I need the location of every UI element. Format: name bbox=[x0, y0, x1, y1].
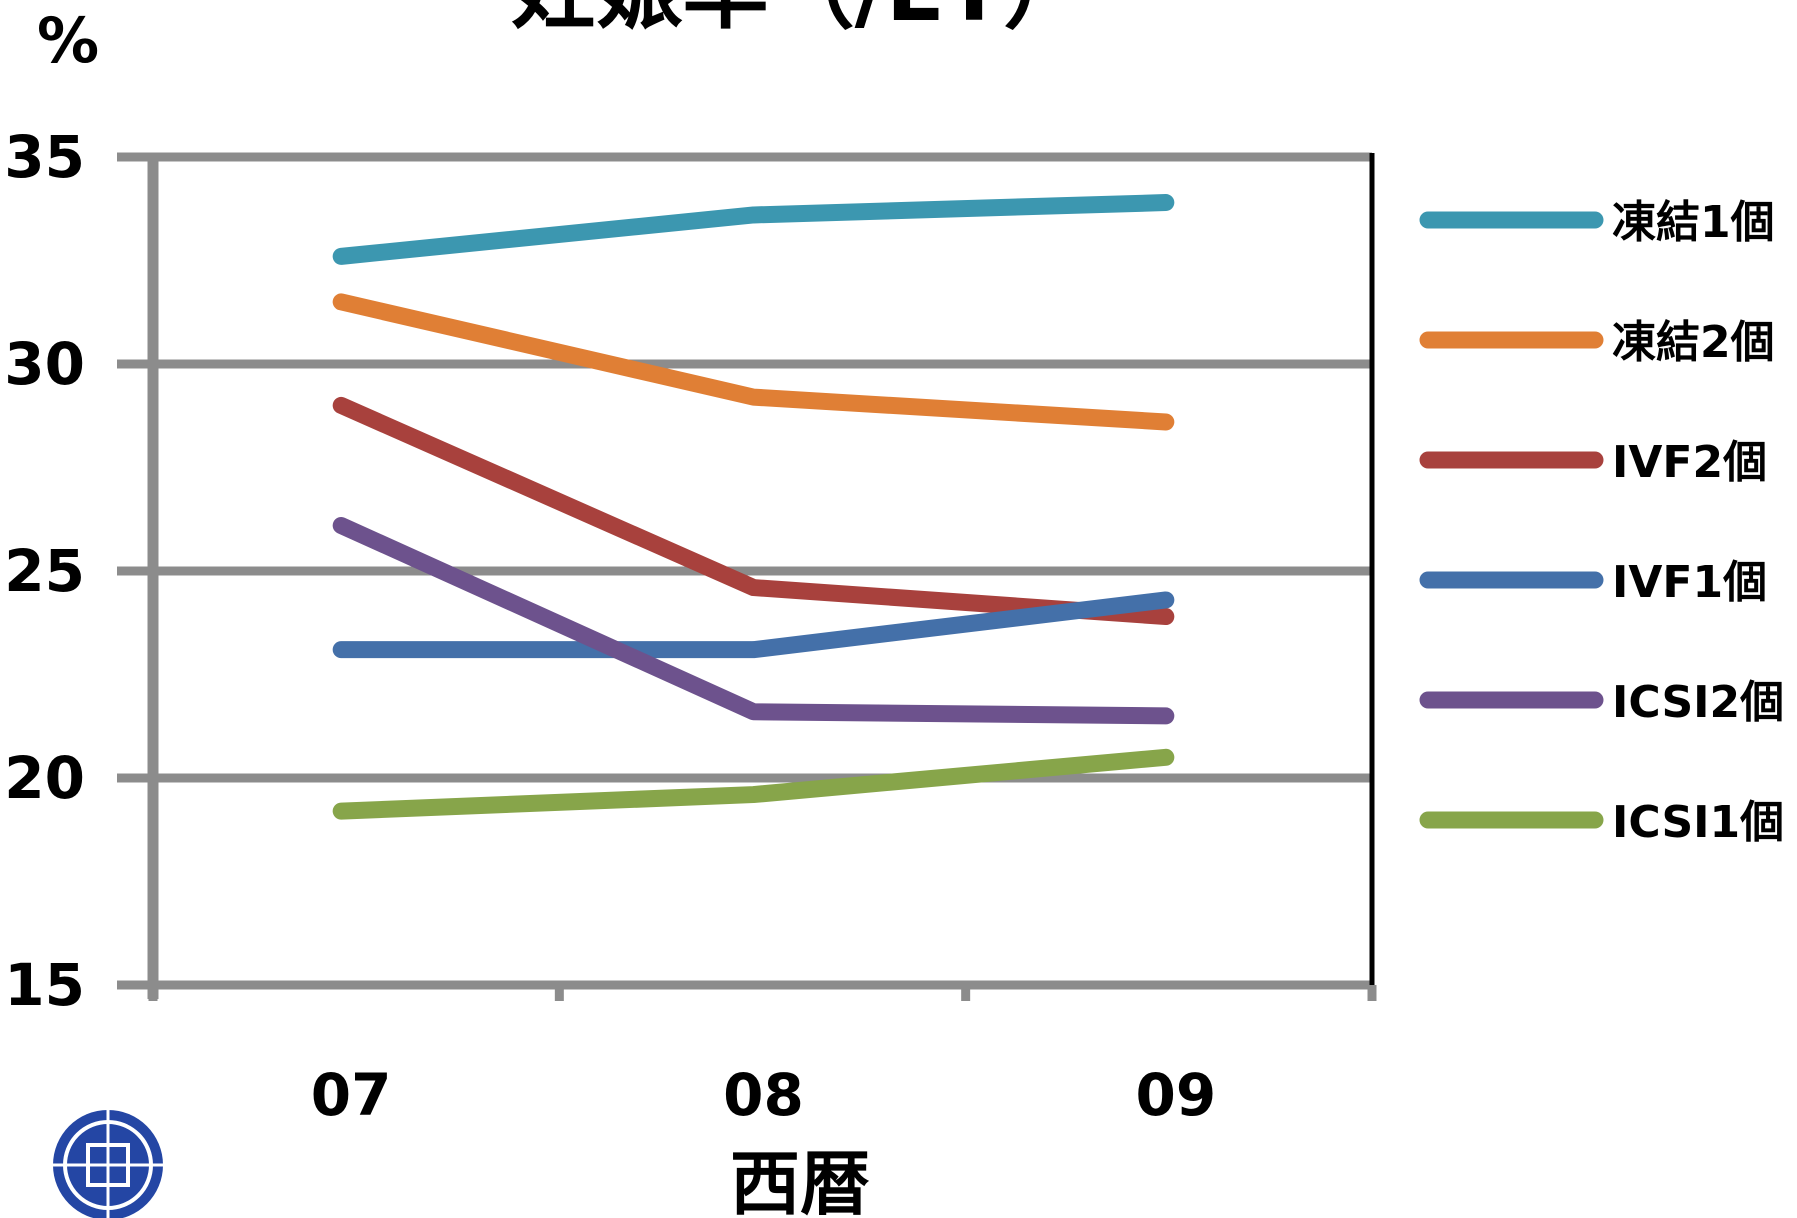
legend-item: 凍結2個 bbox=[1419, 317, 1775, 368]
x-tick-label: 08 bbox=[723, 1061, 804, 1129]
y-tick-label: 25 bbox=[4, 537, 85, 605]
gridlines bbox=[117, 152, 1372, 990]
x-tick-label: 07 bbox=[311, 1061, 392, 1129]
axes bbox=[147, 153, 1377, 1001]
clinic-logo bbox=[53, 1110, 163, 1218]
legend-label: IVF1個 bbox=[1612, 557, 1767, 608]
series-line-1 bbox=[332, 194, 1175, 265]
y-tick-label: 35 bbox=[4, 123, 85, 191]
series-line-4 bbox=[332, 591, 1175, 659]
series-line-6 bbox=[332, 748, 1175, 820]
series-line-2 bbox=[332, 293, 1175, 431]
y-tick-label: 30 bbox=[4, 330, 85, 398]
legend-label: 凍結1個 bbox=[1612, 197, 1775, 248]
series-lines bbox=[332, 194, 1175, 820]
y-axis-unit: % bbox=[37, 4, 99, 77]
legend-item: ICSI2個 bbox=[1419, 677, 1784, 728]
chart-title: 妊娠率（/ET） bbox=[511, 0, 1090, 41]
y-tick-labels: 15 20 25 30 35 bbox=[4, 123, 85, 1019]
legend-item: ICSI1個 bbox=[1419, 797, 1784, 848]
legend-label: 凍結2個 bbox=[1612, 317, 1775, 368]
legend-item: 凍結1個 bbox=[1419, 197, 1775, 248]
series-line-5 bbox=[332, 516, 1175, 725]
x-tick-labels: 07 08 09 bbox=[311, 1061, 1216, 1129]
legend-label: ICSI1個 bbox=[1612, 797, 1784, 848]
legend-item: IVF1個 bbox=[1419, 557, 1767, 608]
y-tick-label: 20 bbox=[4, 744, 85, 812]
x-axis-label: 西暦 bbox=[730, 1143, 870, 1218]
legend-item: IVF2個 bbox=[1419, 437, 1767, 488]
series-line-3 bbox=[332, 396, 1175, 626]
y-tick-label: 15 bbox=[4, 951, 85, 1019]
legend-label: IVF2個 bbox=[1612, 437, 1767, 488]
legend-label: ICSI2個 bbox=[1612, 677, 1784, 728]
x-tick-label: 09 bbox=[1135, 1061, 1216, 1129]
